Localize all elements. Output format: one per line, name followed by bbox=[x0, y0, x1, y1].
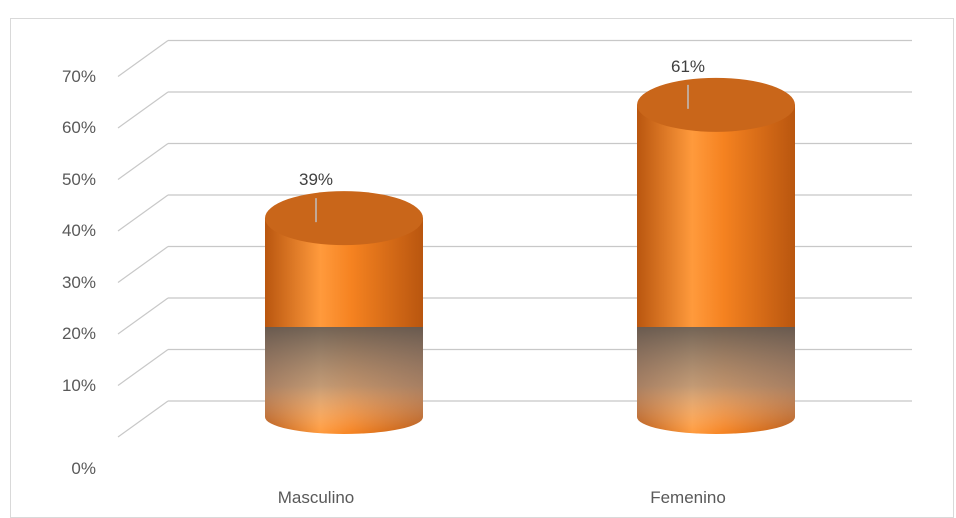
y-tick-label: 70% bbox=[61, 66, 96, 86]
gridline-depth-2 bbox=[117, 297, 169, 335]
data-label: 39% bbox=[298, 170, 334, 190]
y-tick-label: 20% bbox=[61, 324, 96, 343]
y-tick-label: 30% bbox=[61, 272, 96, 292]
category-label: Masculino bbox=[277, 488, 355, 507]
y-tick-label: 60% bbox=[61, 118, 96, 137]
chart-canvas bbox=[117, 39, 912, 438]
gridline-depth-4 bbox=[117, 194, 169, 232]
y-tick-label: 0% bbox=[71, 459, 96, 478]
bar-top bbox=[265, 191, 423, 246]
gridline-depth-0 bbox=[117, 400, 169, 438]
gridline-depth-5 bbox=[117, 143, 169, 180]
category-label: Femenino bbox=[650, 488, 726, 507]
bar-femenino bbox=[637, 77, 795, 434]
bar-masculino bbox=[265, 191, 423, 434]
gridline-depth-7 bbox=[117, 40, 169, 77]
bar-fade bbox=[265, 327, 423, 434]
y-tick-label: 10% bbox=[61, 375, 96, 395]
gridline-depth-1 bbox=[117, 349, 169, 386]
gridline-depth-6 bbox=[117, 91, 169, 129]
y-tick-label: 50% bbox=[61, 169, 96, 189]
gridline-depth-3 bbox=[117, 246, 169, 283]
bar-top bbox=[637, 77, 795, 132]
y-tick-label: 40% bbox=[61, 221, 96, 240]
bar-fade bbox=[637, 327, 795, 434]
data-label: 61% bbox=[670, 56, 706, 76]
